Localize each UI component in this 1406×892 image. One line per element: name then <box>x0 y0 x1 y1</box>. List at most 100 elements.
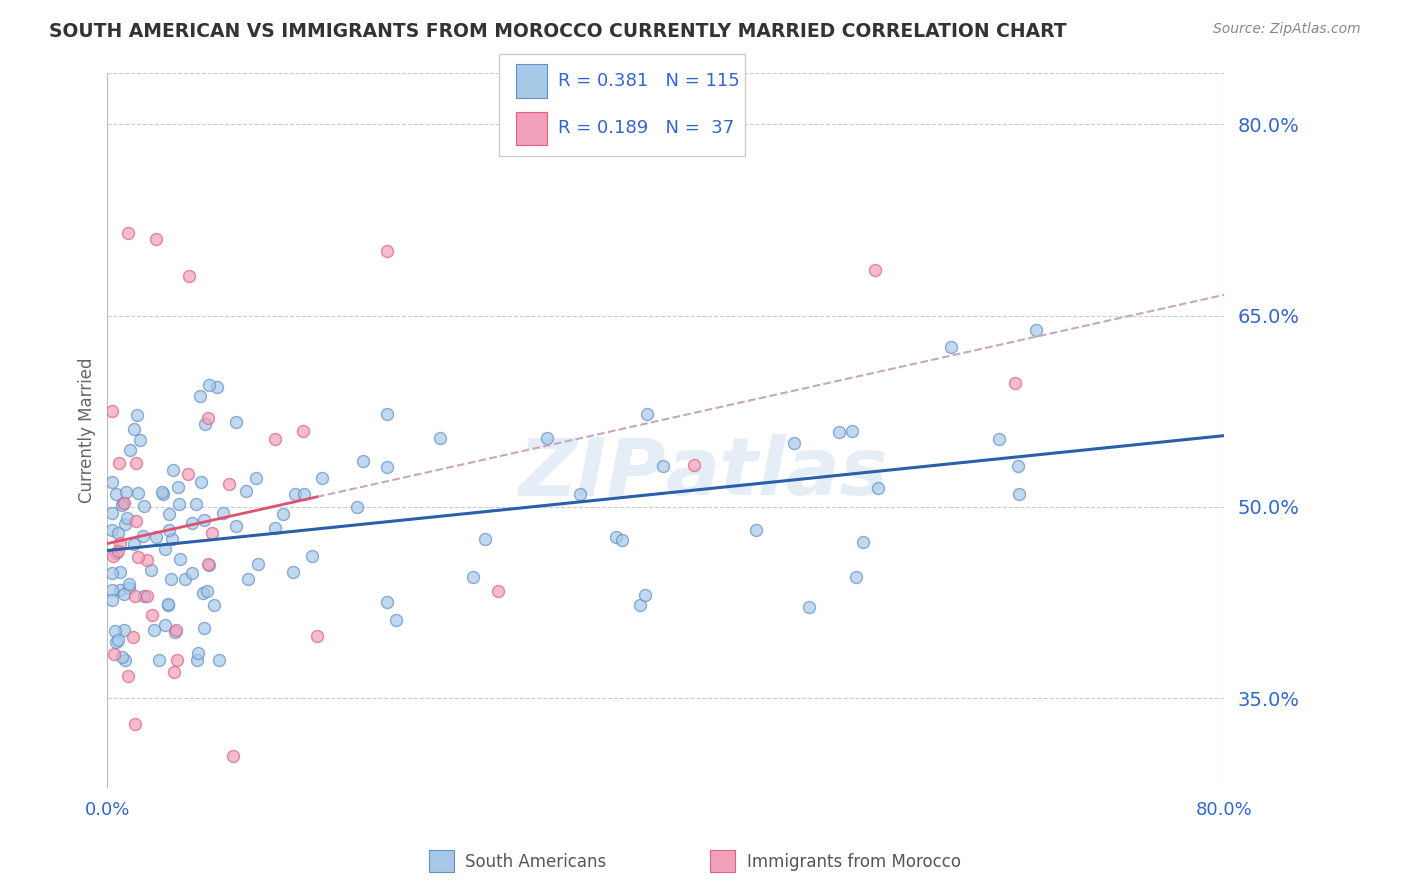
Point <box>135 589 157 603</box>
Point <box>100 523 122 537</box>
Point <box>124 422 146 436</box>
Point <box>166 653 188 667</box>
Point <box>112 495 135 509</box>
Point <box>352 454 374 468</box>
Point <box>486 583 509 598</box>
Point <box>124 717 146 731</box>
Point <box>346 500 368 514</box>
Text: ZIP: ZIP <box>519 434 666 512</box>
Point <box>1004 376 1026 391</box>
Point <box>569 487 592 501</box>
Point <box>375 595 398 609</box>
Point <box>115 510 138 524</box>
Point <box>194 417 217 431</box>
Point <box>100 592 122 607</box>
Point <box>124 537 146 551</box>
Point <box>205 380 228 394</box>
Point <box>1008 487 1031 501</box>
Point <box>281 565 304 579</box>
Point <box>114 517 136 532</box>
Point <box>108 456 131 470</box>
Point <box>284 487 307 501</box>
Point <box>105 634 128 648</box>
Point <box>264 432 287 446</box>
Point <box>124 514 146 528</box>
Text: R = 0.381   N = 115: R = 0.381 N = 115 <box>558 72 740 90</box>
Point <box>129 433 152 447</box>
Point <box>745 523 768 537</box>
Point <box>218 476 240 491</box>
Point <box>101 404 124 418</box>
Point <box>100 506 122 520</box>
Point <box>273 507 295 521</box>
Point <box>375 244 398 258</box>
Point <box>100 475 122 490</box>
Point <box>193 513 215 527</box>
Point <box>112 623 135 637</box>
Point <box>222 748 245 763</box>
Point <box>134 499 156 513</box>
Point <box>127 408 149 422</box>
Point <box>103 647 125 661</box>
Point <box>169 552 191 566</box>
Point <box>868 481 890 495</box>
Point <box>291 424 314 438</box>
Point <box>139 563 162 577</box>
Point <box>104 624 127 638</box>
Point <box>988 432 1011 446</box>
Point <box>429 431 451 445</box>
Point <box>181 516 204 530</box>
Point <box>160 532 183 546</box>
Point <box>135 553 157 567</box>
Point <box>197 377 219 392</box>
Point <box>110 536 132 550</box>
Point <box>375 408 398 422</box>
Point <box>177 268 200 283</box>
Point <box>174 572 197 586</box>
Point <box>103 549 125 563</box>
Text: Source: ZipAtlas.com: Source: ZipAtlas.com <box>1213 22 1361 37</box>
Point <box>108 566 131 580</box>
Point <box>852 535 875 549</box>
Point <box>939 340 962 354</box>
Point <box>159 572 181 586</box>
Point <box>150 484 173 499</box>
Point <box>108 582 131 597</box>
Point <box>225 415 247 429</box>
Point <box>112 587 135 601</box>
Y-axis label: Currently Married: Currently Married <box>79 358 96 503</box>
Point <box>145 530 167 544</box>
Point <box>305 629 328 643</box>
Point <box>127 486 149 500</box>
Point <box>157 599 180 613</box>
Point <box>682 458 704 472</box>
Point <box>845 570 868 584</box>
Point <box>212 506 235 520</box>
Point <box>536 430 558 444</box>
Point <box>124 589 146 603</box>
Point <box>865 262 887 277</box>
Point <box>191 585 214 599</box>
Text: Immigrants from Morocco: Immigrants from Morocco <box>747 853 960 871</box>
Point <box>117 226 139 240</box>
Point <box>114 653 136 667</box>
Point <box>162 462 184 476</box>
Point <box>799 599 821 614</box>
Point <box>186 653 208 667</box>
Point <box>184 497 207 511</box>
Point <box>311 471 333 485</box>
Point <box>107 543 129 558</box>
Point <box>104 486 127 500</box>
Point <box>605 530 627 544</box>
Point <box>1007 458 1029 473</box>
Point <box>782 435 804 450</box>
Point <box>132 589 155 603</box>
Point <box>145 232 167 246</box>
Point <box>104 546 127 560</box>
Point <box>197 558 219 572</box>
Point <box>474 532 496 546</box>
Point <box>155 618 177 632</box>
Point <box>264 521 287 535</box>
Point <box>235 484 257 499</box>
Point <box>115 485 138 500</box>
